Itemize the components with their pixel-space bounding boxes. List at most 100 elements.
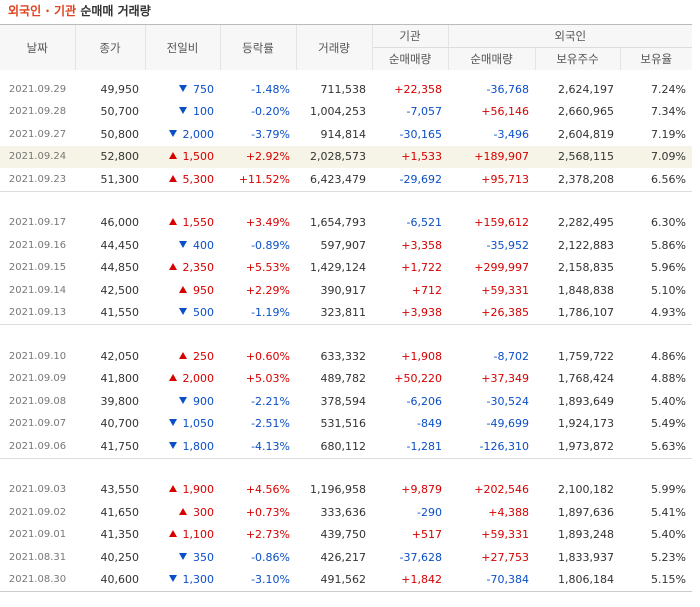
cell-text: -70,384: [486, 573, 529, 587]
cell-text: 300: [193, 505, 214, 519]
cell-inst: +1,722: [372, 257, 448, 280]
trading-table: 날짜 종가 전일비 등락률 거래량 기관 외국인 순매매량 순매매량 보유주수 …: [0, 24, 692, 592]
cell-change: 1,100: [145, 524, 220, 547]
cell-volume: 6,423,479: [296, 168, 372, 191]
cell-holdings: 2,624,197: [535, 78, 620, 101]
cell-text: -849: [417, 417, 442, 431]
cell-text: 711,538: [320, 82, 367, 96]
cell-text: 2,624,197: [558, 82, 614, 96]
cell-text: +50,220: [394, 372, 442, 386]
arrow-icon: [168, 575, 177, 583]
title-rest: 순매매 거래량: [80, 4, 151, 18]
cell-text: 4.86%: [651, 349, 686, 363]
spacer: [0, 324, 692, 345]
cell-text: 2,122,883: [558, 238, 614, 252]
cell-date: 2021.09.03: [0, 479, 75, 502]
header-cell: 보유주수: [534, 47, 620, 70]
cell-foreign: +59,331: [448, 279, 535, 302]
cell-rate: +2.73%: [220, 524, 296, 547]
cell-text: 49,950: [100, 82, 140, 96]
cell-text: 7.09%: [651, 150, 686, 164]
cell-rate: -0.86%: [220, 546, 296, 569]
cell-text: -3.10%: [251, 573, 290, 587]
cell-text: 1,196,958: [310, 483, 366, 497]
cell-text: +0.73%: [245, 505, 290, 519]
cell-ratio: 7.09%: [620, 145, 692, 168]
cell-volume: 633,332: [296, 345, 372, 368]
cell-text: -126,310: [479, 439, 529, 453]
cell-ratio: 7.34%: [620, 101, 692, 124]
cell-holdings: 2,158,835: [535, 257, 620, 280]
cell-change: 1,500: [145, 145, 220, 168]
cell-inst: +1,908: [372, 345, 448, 368]
cell-text: 2,100,182: [558, 483, 614, 497]
cell-text: 1,833,937: [558, 550, 614, 564]
cell-text: +26,385: [481, 306, 529, 320]
cell-text: 2,378,208: [558, 172, 614, 186]
cell-close: 50,800: [75, 123, 145, 146]
cell-change: 1,900: [145, 479, 220, 502]
cell-text: 2021.09.03: [8, 484, 67, 496]
header-cell: 등락률: [219, 24, 296, 70]
cell-text: 2,000: [182, 127, 215, 141]
cell-text: +22,358: [394, 82, 442, 96]
cell-date: 2021.09.06: [0, 435, 75, 458]
cell-foreign: -126,310: [448, 435, 535, 458]
cell-text: 2021.09.17: [8, 217, 67, 229]
cell-text: 950: [193, 283, 214, 297]
cell-text: 5.96%: [651, 261, 686, 275]
cell-text: +159,612: [474, 216, 529, 230]
cell-volume: 531,516: [296, 413, 372, 436]
cell-text: 42,500: [100, 283, 140, 297]
cell-volume: 333,636: [296, 501, 372, 524]
cell-volume: 597,907: [296, 234, 372, 257]
spacer: [0, 70, 692, 78]
cell-change: 1,300: [145, 568, 220, 592]
cell-text: 2021.09.23: [8, 173, 67, 185]
cell-volume: 1,654,793: [296, 212, 372, 235]
cell-text: 5.10%: [651, 283, 686, 297]
cell-text: 2,568,115: [558, 150, 614, 164]
cell-ratio: 5.49%: [620, 413, 692, 436]
cell-change: 300: [145, 501, 220, 524]
cell-text: 7.24%: [651, 82, 686, 96]
cell-text: 46,000: [100, 216, 140, 230]
cell-text: 4.93%: [651, 306, 686, 320]
cell-change: 1,550: [145, 212, 220, 235]
cell-text: 41,800: [100, 372, 140, 386]
cell-change: 350: [145, 546, 220, 569]
cell-ratio: 5.63%: [620, 435, 692, 458]
cell-text: 2,660,965: [558, 105, 614, 119]
cell-date: 2021.09.28: [0, 101, 75, 124]
cell-holdings: 2,282,495: [535, 212, 620, 235]
cell-close: 52,800: [75, 145, 145, 168]
cell-text: 390,917: [320, 283, 367, 297]
cell-date: 2021.09.07: [0, 413, 75, 436]
cell-text: 5.23%: [651, 550, 686, 564]
arrow-icon: [179, 107, 187, 115]
cell-text: 2021.09.14: [8, 284, 67, 296]
cell-text: +2.92%: [245, 150, 290, 164]
data-row: 2021.09.13 41,550 500 -1.19% 323,811 +3,938 +2…: [0, 302, 692, 325]
cell-foreign: +37,349: [448, 368, 535, 391]
cell-volume: 914,814: [296, 123, 372, 146]
cell-inst: -290: [372, 501, 448, 524]
cell-close: 51,300: [75, 168, 145, 191]
cell-text: 2021.09.24: [8, 151, 67, 163]
cell-text: +1,908: [401, 349, 442, 363]
cell-volume: 426,217: [296, 546, 372, 569]
cell-text: 5.49%: [651, 417, 686, 431]
cell-change: 100: [145, 101, 220, 124]
cell-foreign: +299,997: [448, 257, 535, 280]
cell-text: 43,550: [100, 483, 140, 497]
cell-text: 1,893,649: [558, 394, 614, 408]
cell-text: 489,782: [320, 372, 367, 386]
cell-text: +4.56%: [245, 483, 290, 497]
cell-change: 2,000: [145, 123, 220, 146]
cell-foreign: -30,524: [448, 390, 535, 413]
cell-inst: +3,938: [372, 302, 448, 325]
cell-text: 1,786,107: [558, 306, 614, 320]
cell-foreign: +59,331: [448, 524, 535, 547]
cell-text: +5.03%: [245, 372, 290, 386]
cell-text: 41,750: [100, 439, 140, 453]
